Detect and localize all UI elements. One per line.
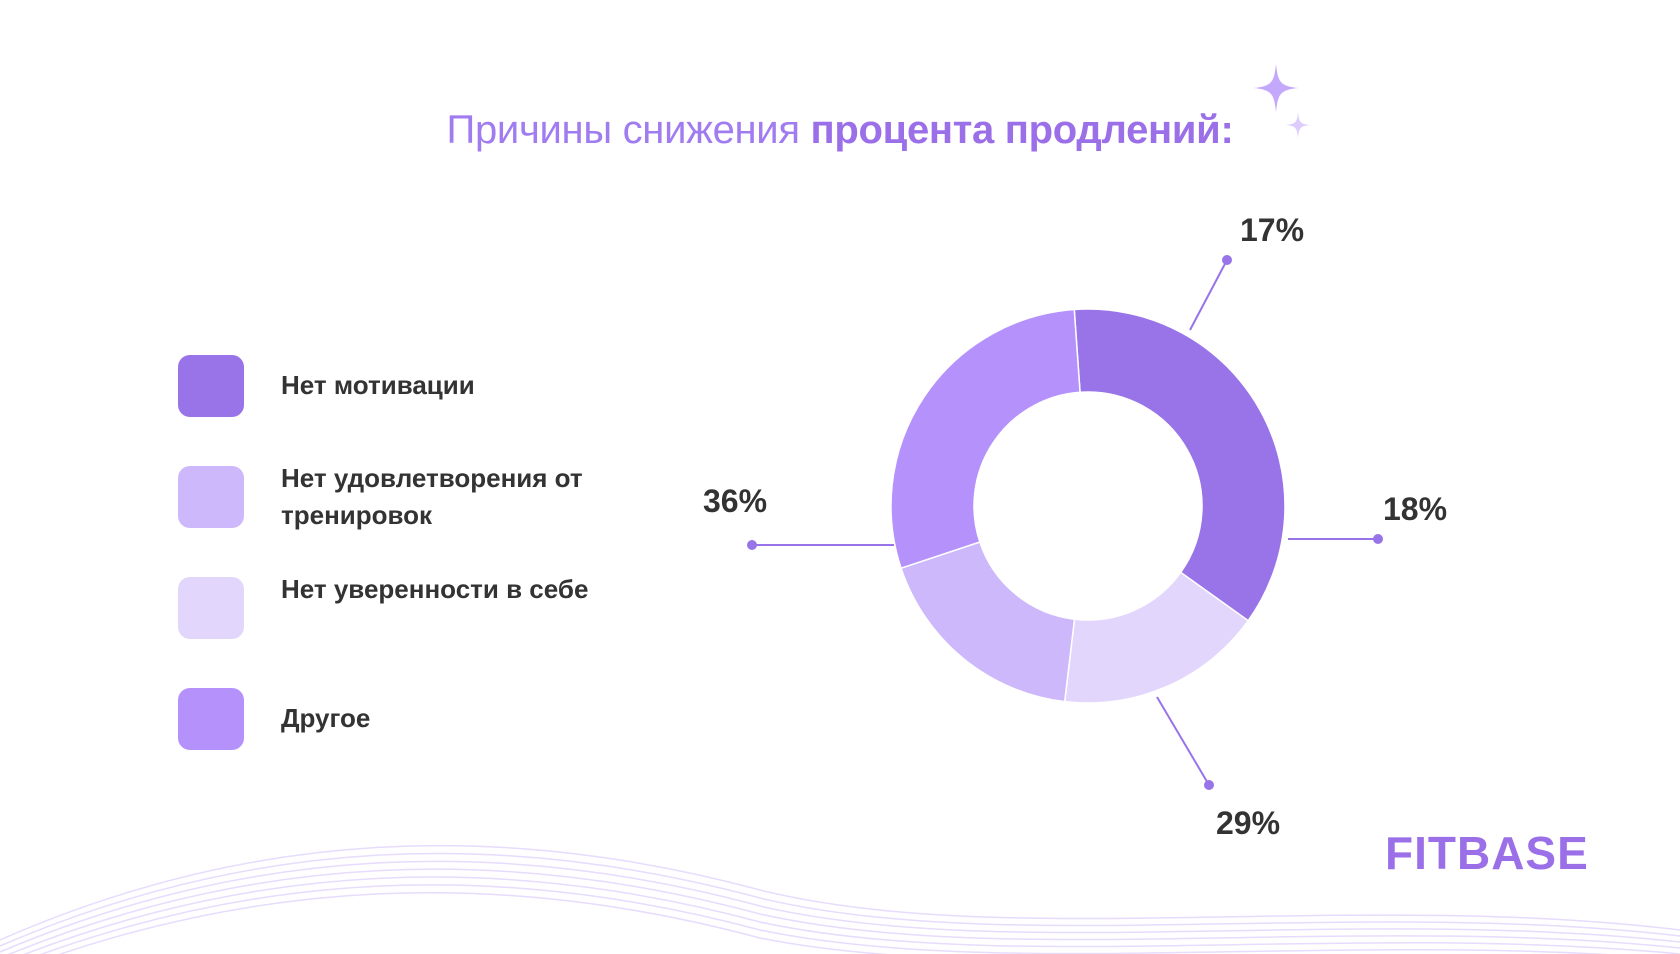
fitbase-logo: FITBASE [1385,827,1589,879]
donut-slice [890,308,1081,570]
title-regular: Причины снижения [446,108,811,152]
legend-label: Нет мотивации [281,370,475,400]
leader-dot [1222,255,1232,265]
percent-label: 29% [1216,805,1280,841]
legend-label: Нет уверенности в себе [281,574,589,604]
title-bold: процента продлений: [810,108,1234,152]
leader-lines [747,255,1383,790]
leader-line [1156,696,1210,786]
legend-swatch [178,355,244,417]
donut-slice [900,541,1076,703]
percent-label: 17% [1240,212,1304,248]
percent-labels: 36% 17% 18% 29% [703,212,1447,841]
donut-slices [890,308,1286,704]
leader-dot [747,540,757,550]
legend-label: Другое [281,703,371,733]
leader-dot [1204,780,1214,790]
legend-label: Нет удовлетворения от тренировок [281,463,583,530]
decorative-waves [0,844,1680,954]
percent-label: 18% [1383,491,1447,527]
leader-line [1189,259,1228,331]
sparkle-icon [1254,64,1310,138]
donut-slice [1073,308,1286,622]
percent-label: 36% [703,483,767,519]
legend-swatch [178,466,244,528]
legend-swatch [178,688,244,750]
legend-swatch [178,577,244,639]
leader-dot [1373,534,1383,544]
page-title: Причины снижения процента продлений: [0,108,1680,153]
